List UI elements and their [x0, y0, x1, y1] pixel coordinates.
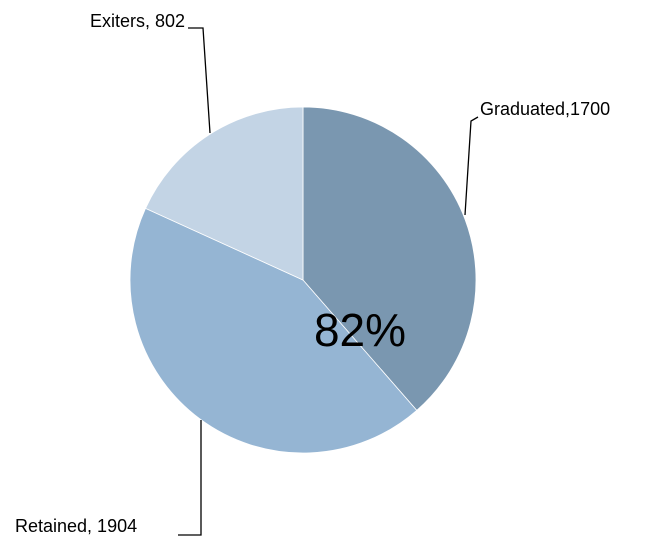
leader-line: [464, 116, 479, 216]
data-label: Retained, 1904: [15, 516, 137, 536]
data-label: Graduated,1700: [480, 99, 610, 119]
pie: [129, 106, 477, 454]
pie-slice: [145, 106, 304, 281]
pie-slice: [302, 106, 477, 411]
leader-line: [188, 27, 211, 134]
center-annotation: 82%: [314, 304, 406, 356]
leader-line: [178, 420, 202, 536]
data-label: Exiters, 802: [90, 11, 185, 31]
pie-slice: [129, 207, 418, 454]
